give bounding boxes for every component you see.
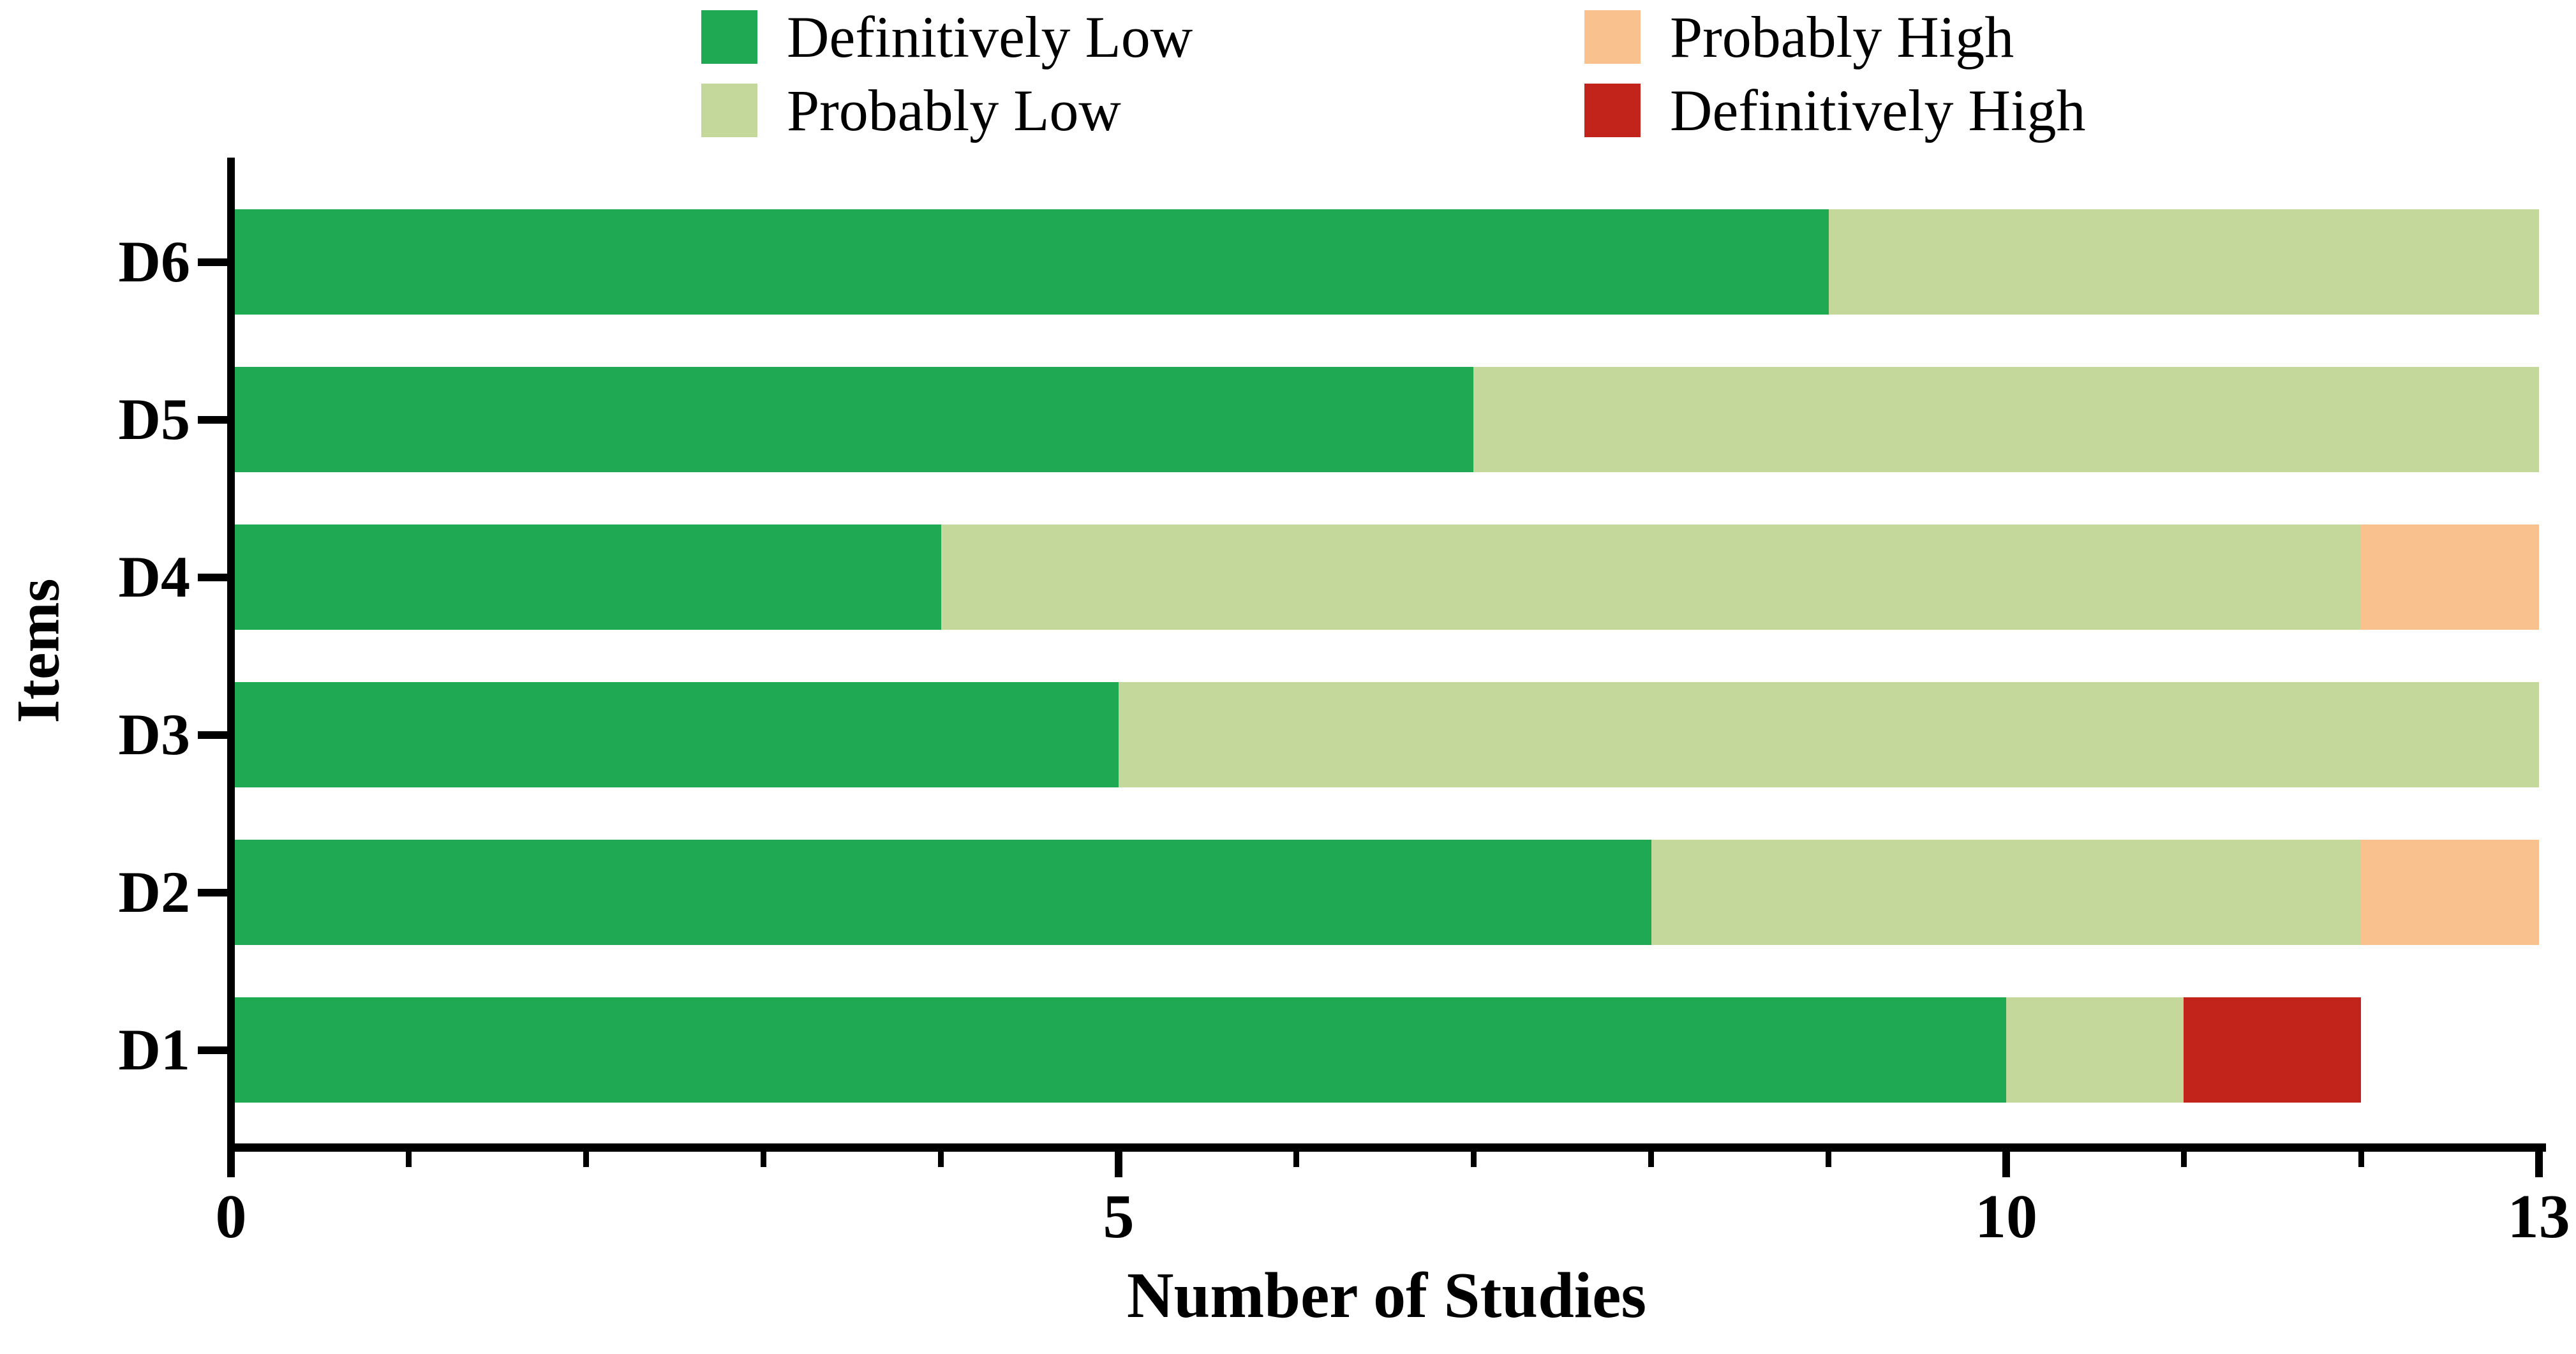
legend-item-definitively-low: Definitively Low: [701, 4, 1193, 70]
legend-item-probably-high: Probably High: [1584, 4, 2014, 70]
bar-row-d2: [231, 840, 2539, 945]
x-minor-tick-3: [761, 1152, 767, 1167]
x-minor-tick-4: [938, 1152, 944, 1167]
x-minor-tick-2: [583, 1152, 589, 1167]
bar-row-d5: [231, 367, 2539, 472]
x-tick-label-0: 0: [215, 1182, 247, 1251]
bar-segment-d1-definitively-low: [231, 997, 2006, 1103]
bar-segment-d2-probably-low: [1651, 840, 2362, 945]
legend-label: Definitively High: [1670, 78, 2086, 143]
y-tick-label-d6: D6: [118, 229, 190, 294]
y-tick-label-d1: D1: [118, 1017, 190, 1082]
x-major-tick-13: [2535, 1152, 2543, 1177]
y-tick-d6: [198, 258, 227, 266]
legend-swatch-probably-high: [1584, 10, 1641, 64]
bar-segment-d3-probably-low: [1119, 682, 2539, 787]
y-tick-d3: [198, 731, 227, 739]
y-tick-d2: [198, 888, 227, 896]
bar-row-d6: [231, 209, 2539, 315]
legend-label: Definitively Low: [787, 4, 1193, 70]
legend-item-probably-low: Probably Low: [701, 78, 1121, 143]
x-axis-line: [227, 1143, 2546, 1152]
y-tick-d1: [198, 1046, 227, 1054]
bar-row-d3: [231, 682, 2539, 787]
x-minor-tick-8: [1648, 1152, 1655, 1167]
legend-label: Probably High: [1670, 4, 2014, 70]
legend-item-definitively-high: Definitively High: [1584, 78, 2086, 143]
y-tick-d5: [198, 415, 227, 424]
bar-segment-d4-definitively-low: [231, 524, 941, 630]
x-minor-tick-12: [2358, 1152, 2364, 1167]
y-tick-label-d3: D3: [118, 702, 190, 767]
y-tick-d4: [198, 573, 227, 581]
x-tick-label-5: 5: [1103, 1182, 1135, 1251]
legend-swatch-definitively-low: [701, 10, 757, 64]
y-tick-label-d5: D5: [118, 387, 190, 452]
bar-segment-d4-probably-low: [941, 524, 2362, 630]
legend-label: Probably Low: [787, 78, 1121, 143]
y-axis-title: Items: [4, 578, 72, 724]
bar-segment-d3-definitively-low: [231, 682, 1119, 787]
bar-segment-d5-definitively-low: [231, 367, 1474, 472]
bar-segment-d1-definitively-high: [2184, 997, 2362, 1103]
bar-row-d1: [231, 997, 2362, 1103]
y-tick-label-d2: D2: [118, 859, 190, 925]
bar-row-d4: [231, 524, 2539, 630]
x-tick-label-10: 10: [1975, 1182, 2037, 1251]
bar-segment-d2-probably-high: [2361, 840, 2539, 945]
bar-segment-d2-definitively-low: [231, 840, 1651, 945]
x-minor-tick-6: [1293, 1152, 1299, 1167]
x-major-tick-0: [227, 1152, 235, 1177]
x-major-tick-5: [1115, 1152, 1122, 1177]
bar-segment-d6-probably-low: [1828, 209, 2539, 315]
y-axis-line: [227, 158, 235, 1176]
x-minor-tick-7: [1470, 1152, 1477, 1167]
x-minor-tick-11: [2180, 1152, 2187, 1167]
y-tick-label-d4: D4: [118, 544, 190, 609]
bar-segment-d4-probably-high: [2361, 524, 2539, 630]
bar-segment-d6-definitively-low: [231, 209, 1829, 315]
legend-swatch-definitively-high: [1584, 84, 1641, 137]
x-minor-tick-9: [1826, 1152, 1832, 1167]
x-axis-title: Number of Studies: [1126, 1260, 1647, 1332]
x-minor-tick-1: [405, 1152, 412, 1167]
bar-segment-d1-probably-low: [2006, 997, 2184, 1103]
x-tick-label-13: 13: [2507, 1182, 2570, 1251]
legend-swatch-probably-low: [701, 84, 757, 137]
bar-segment-d5-probably-low: [1473, 367, 2539, 472]
x-major-tick-10: [2002, 1152, 2010, 1177]
